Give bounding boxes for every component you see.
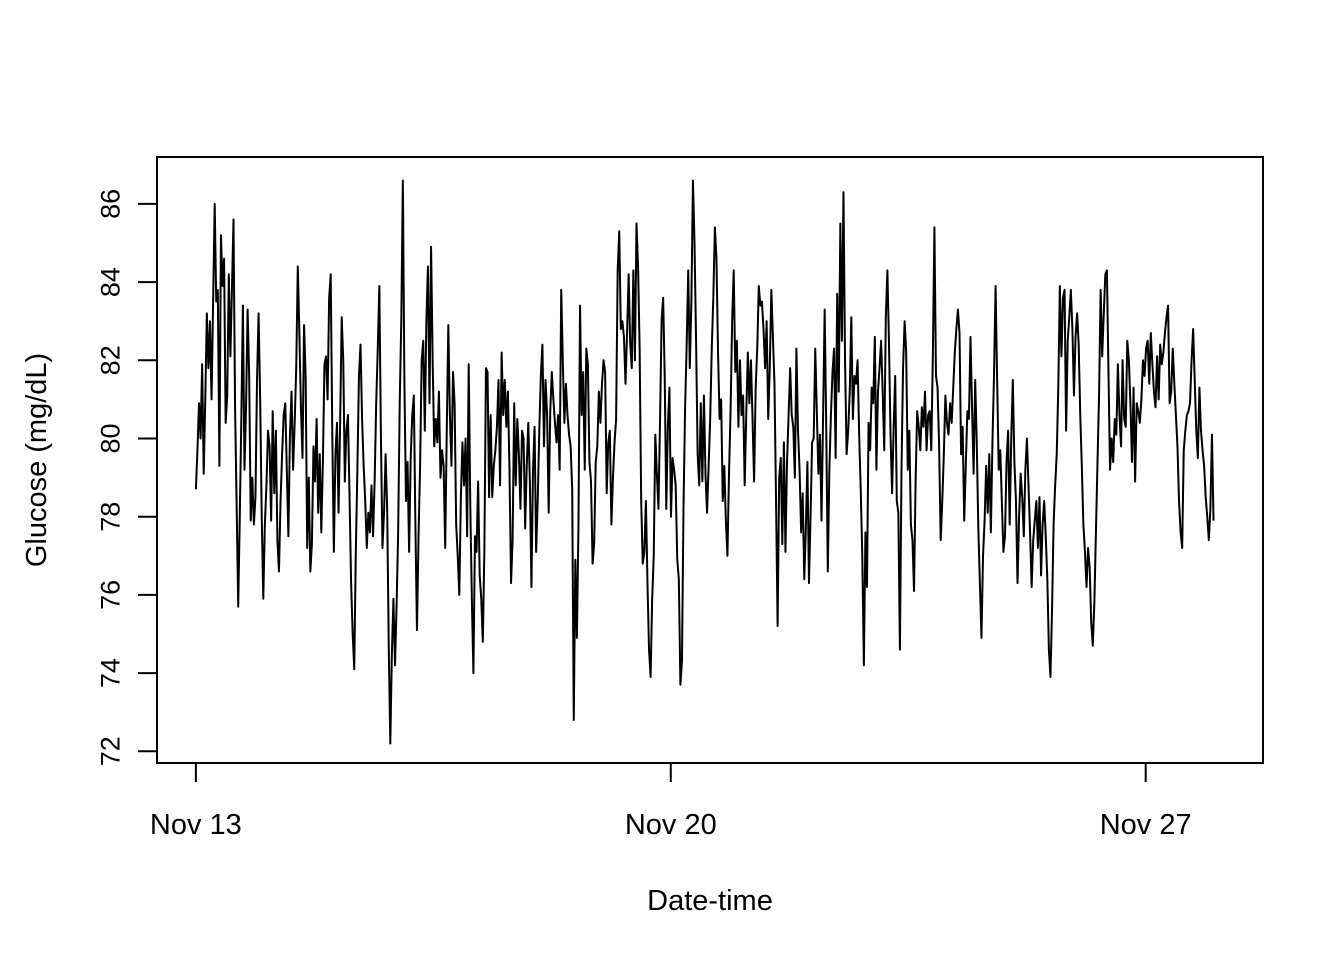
- y-tick-label: 86: [95, 189, 125, 219]
- y-tick-label: 78: [95, 502, 125, 532]
- x-axis: Nov 13 Nov 20 Nov 27: [150, 762, 1192, 841]
- y-tick-label: 74: [95, 658, 125, 688]
- y-axis: 72 74 76 78 80 82 84 86: [95, 189, 158, 766]
- y-tick-label: 80: [95, 423, 125, 453]
- x-axis-title: Date-time: [647, 885, 773, 917]
- y-tick-label: 82: [95, 345, 125, 375]
- y-tick-label: 72: [95, 736, 125, 766]
- y-tick-label: 76: [95, 580, 125, 610]
- x-tick-label: Nov 20: [625, 809, 717, 841]
- glucose-series-line: [194, 179, 1215, 745]
- x-tick-label: Nov 27: [1100, 809, 1192, 841]
- x-tick-label: Nov 13: [150, 809, 242, 841]
- y-tick-label: 84: [95, 267, 125, 297]
- y-axis-title: Glucose (mg/dL): [21, 353, 53, 567]
